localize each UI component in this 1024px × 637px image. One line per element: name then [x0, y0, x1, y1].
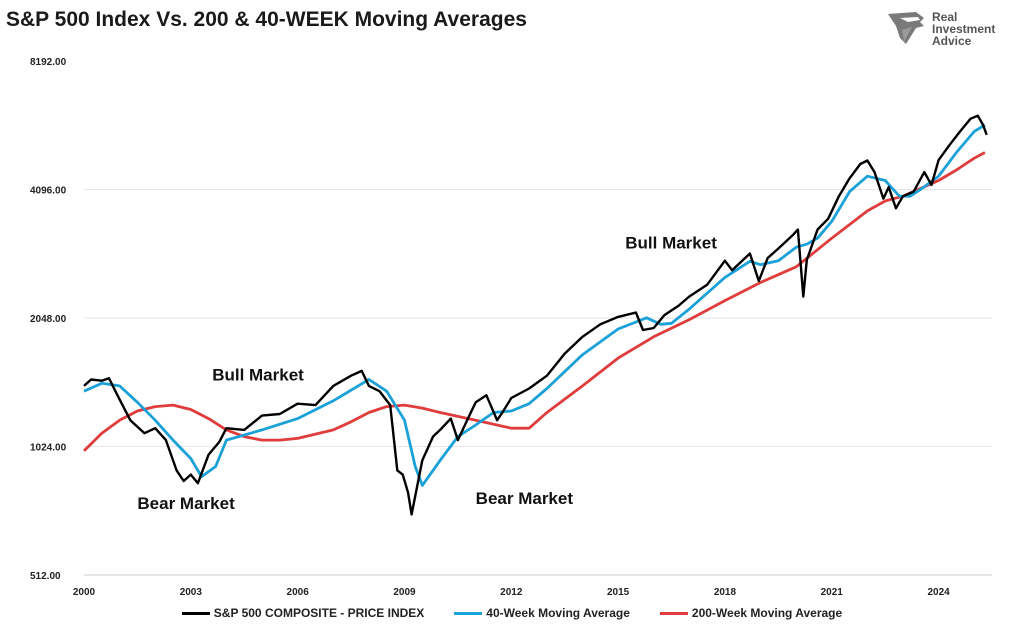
- x-tick-label: 2003: [180, 587, 203, 598]
- x-tick-label: 2015: [607, 587, 630, 598]
- y-axis-ticks: 8192.00 4096.00 2048.00 1024.00 512.00: [30, 57, 67, 582]
- legend-label-ma200: 200-Week Moving Average: [691, 606, 843, 620]
- brand-line-1: Real: [932, 10, 958, 24]
- legend-item-ma200: 200-Week Moving Average: [659, 606, 843, 620]
- legend-label-price: S&P 500 COMPOSITE - PRICE INDEX: [213, 606, 425, 620]
- brand-line-2: Investment: [932, 22, 996, 36]
- legend-item-price: S&P 500 COMPOSITE - PRICE INDEX: [181, 606, 425, 620]
- y-tick-label: 8192.00: [30, 57, 67, 68]
- legend-item-ma40: 40-Week Moving Average: [454, 606, 630, 620]
- brand-name: Real Investment Advice: [932, 11, 995, 47]
- y-tick-label: 4096.00: [30, 186, 67, 197]
- y-tick-label: 512.00: [30, 571, 61, 582]
- market-annotation: Bull Market: [212, 366, 304, 385]
- market-annotation: Bear Market: [137, 494, 235, 513]
- chart-legend: S&P 500 COMPOSITE - PRICE INDEX 40-Week …: [0, 606, 1024, 620]
- x-axis-ticks: 2000 2003 2006 2009 2012 2015 2018 2021 2024: [73, 587, 950, 598]
- gridlines: [84, 189, 992, 576]
- y-tick-label: 1024.00: [30, 443, 67, 454]
- market-annotation: Bear Market: [476, 489, 574, 508]
- x-tick-label: 2018: [714, 587, 737, 598]
- market-annotation: Bull Market: [625, 233, 717, 252]
- x-tick-label: 2009: [393, 587, 416, 598]
- x-tick-label: 2006: [287, 587, 310, 598]
- legend-swatch-ma200: [659, 611, 688, 615]
- y-tick-label: 2048.00: [30, 314, 67, 325]
- brand-logo: Real Investment Advice: [886, 8, 1016, 50]
- legend-swatch-price: [181, 611, 210, 615]
- legend-label-ma40: 40-Week Moving Average: [486, 606, 630, 620]
- eagle-head-icon: [888, 12, 924, 44]
- brand-line-3: Advice: [932, 34, 972, 48]
- price-line: [83, 114, 988, 516]
- x-tick-label: 2012: [500, 587, 523, 598]
- x-tick-label: 2000: [73, 587, 96, 598]
- x-tick-label: 2021: [821, 587, 844, 598]
- ma40-line: [83, 123, 986, 487]
- x-tick-label: 2024: [927, 587, 950, 598]
- annotations: Bull Market Bear Market Bear Market Bull Ma…: [137, 233, 717, 513]
- ma200-line: [83, 151, 986, 452]
- legend-swatch-ma40: [454, 611, 483, 615]
- series-lines: [83, 114, 988, 516]
- page-title: S&P 500 Index Vs. 200 & 40-WEEK Moving A…: [6, 8, 527, 31]
